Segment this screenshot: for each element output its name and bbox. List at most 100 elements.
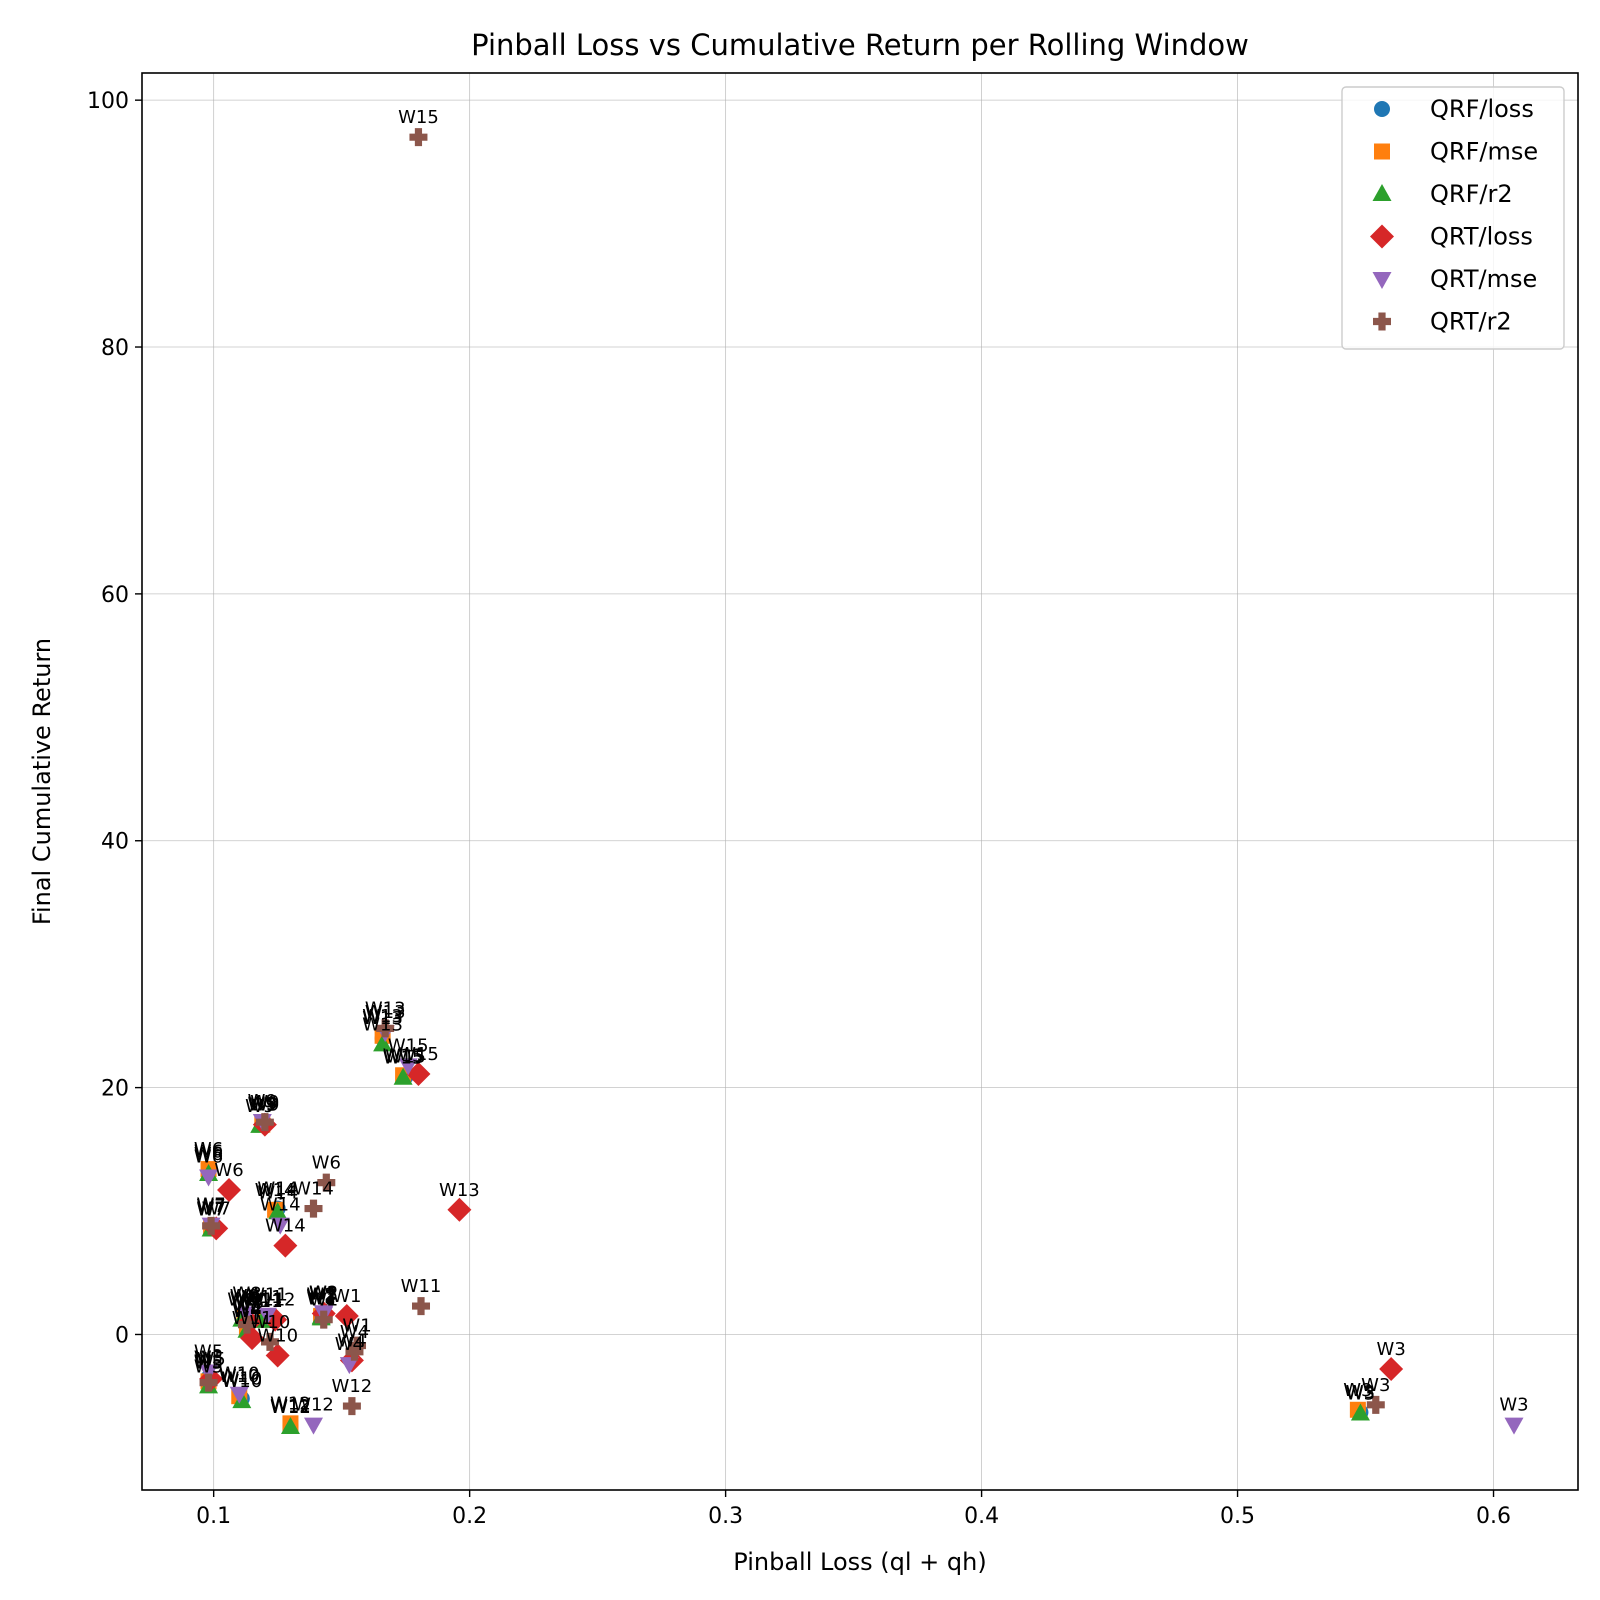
point-label: W1 [307, 1287, 336, 1308]
data-point [373, 1034, 393, 1052]
legend-item: QRT/loss [1370, 223, 1533, 251]
x-axis-label: Pinball Loss (ql + qh) [733, 1548, 986, 1576]
point-label: W8 [230, 1286, 259, 1307]
point-label: W3 [1377, 1339, 1406, 1360]
point-label: W3 [1361, 1375, 1390, 1396]
y-tick-label: 40 [101, 830, 129, 855]
point-label: W13 [362, 1006, 403, 1027]
data-point [255, 1113, 274, 1132]
point-label: W6 [194, 1142, 223, 1163]
point-label: W11 [245, 1290, 286, 1311]
data-point [217, 1178, 242, 1203]
point-label: W3 [1343, 1380, 1372, 1401]
point-label: W11 [242, 1287, 283, 1308]
legend-label: QRT/mse [1430, 265, 1537, 293]
y-tick-label: 100 [87, 89, 129, 114]
point-label: W7 [196, 1196, 225, 1217]
point-label: W10 [221, 1369, 262, 1390]
point-label: W9 [248, 1091, 277, 1112]
data-point [1379, 1357, 1404, 1382]
point-label: W6 [194, 1144, 223, 1165]
point-label: W10 [219, 1364, 260, 1385]
point-label: W15 [388, 1035, 429, 1056]
legend-box [1341, 86, 1565, 350]
data-point [268, 1202, 288, 1220]
point-label: W4 [335, 1334, 364, 1355]
point-label: W14 [255, 1180, 296, 1201]
point-label: W2 [309, 1282, 338, 1303]
y-tick-label: 0 [115, 1323, 129, 1348]
point-label: W4 [337, 1330, 366, 1351]
data-point [345, 1342, 364, 1361]
legend-item: QRF/mse [1374, 138, 1538, 166]
legend-label: QRT/r2 [1430, 308, 1512, 336]
point-label: W15 [398, 107, 439, 128]
data-point [270, 1217, 290, 1235]
point-label: W4 [340, 1322, 369, 1343]
point-label: W12 [270, 1393, 311, 1414]
y-tick-label: 60 [101, 583, 129, 608]
data-point [342, 1397, 361, 1416]
axis-ticks: 0.1 0.2 0.3 0.4 0.5 0.6 0 20 40 60 80 100 [87, 89, 1511, 1529]
x-tick-label: 0.6 [1476, 1504, 1511, 1529]
data-point [409, 128, 428, 147]
point-label: W9 [248, 1093, 277, 1114]
point-label: W14 [260, 1195, 301, 1216]
point-label: W1 [342, 1316, 371, 1337]
point-label: W13 [362, 1014, 403, 1035]
data-point [339, 1357, 359, 1375]
chart-title: Pinball Loss vs Cumulative Return per Ro… [471, 28, 1249, 62]
point-label: W10 [250, 1312, 291, 1333]
point-label: W5 [194, 1348, 223, 1369]
point-label: W3 [1499, 1395, 1528, 1416]
point-label: W2 [307, 1287, 336, 1308]
point-label: W9 [245, 1096, 274, 1117]
point-label: W2 [307, 1286, 336, 1307]
data-point [232, 1391, 252, 1409]
legend-label: QRF/loss [1430, 95, 1534, 123]
data-point [1504, 1417, 1524, 1435]
data-point [229, 1386, 249, 1404]
data-point [406, 1062, 431, 1087]
point-label: W7 [202, 1198, 231, 1219]
point-label: W6 [312, 1153, 341, 1174]
data-point [199, 1169, 219, 1187]
legend-item: QRF/r2 [1372, 180, 1513, 208]
point-label: W14 [257, 1179, 298, 1200]
point-label: W5 [196, 1349, 225, 1370]
data-point [304, 1417, 324, 1435]
legend: QRF/loss QRF/mse QRF/r2 QRT/loss QRT/mse QRT/… [1341, 86, 1565, 350]
x-tick-label: 0.2 [452, 1504, 487, 1529]
x-tick-label: 0.3 [708, 1504, 743, 1529]
point-label: W12 [255, 1290, 296, 1311]
point-label: W4 [232, 1300, 261, 1321]
point-label: W14 [265, 1216, 306, 1237]
plot-frame [141, 72, 1579, 1491]
point-label: W1 [309, 1283, 338, 1304]
legend-marker [1372, 272, 1392, 289]
legend-label: QRF/mse [1430, 138, 1538, 166]
point-label: W15 [398, 1044, 439, 1065]
data-point [412, 1297, 431, 1316]
y-tick-label: 20 [101, 1077, 129, 1102]
data-point [334, 1303, 359, 1328]
legend-marker [1374, 143, 1390, 160]
point-label: W7 [196, 1195, 225, 1216]
x-tick-label: 0.5 [1220, 1504, 1255, 1529]
x-tick-label: 0.1 [196, 1504, 231, 1529]
point-label: W15 [383, 1048, 424, 1069]
data-point [1366, 1395, 1385, 1414]
legend-marker [1372, 184, 1392, 201]
point-label: W6 [194, 1146, 223, 1167]
data-point [314, 1310, 333, 1329]
point-label: W10 [221, 1371, 262, 1392]
legend-marker [1374, 101, 1390, 117]
point-label: W15 [383, 1045, 424, 1066]
series-qrt-r2 [199, 128, 1385, 1416]
point-label: W10 [219, 1366, 260, 1387]
data-point [393, 1067, 413, 1085]
point-label: W8 [232, 1295, 261, 1316]
legend-item: QRT/r2 [1373, 308, 1512, 336]
point-label: W13 [365, 998, 406, 1019]
data-point [237, 1306, 257, 1324]
